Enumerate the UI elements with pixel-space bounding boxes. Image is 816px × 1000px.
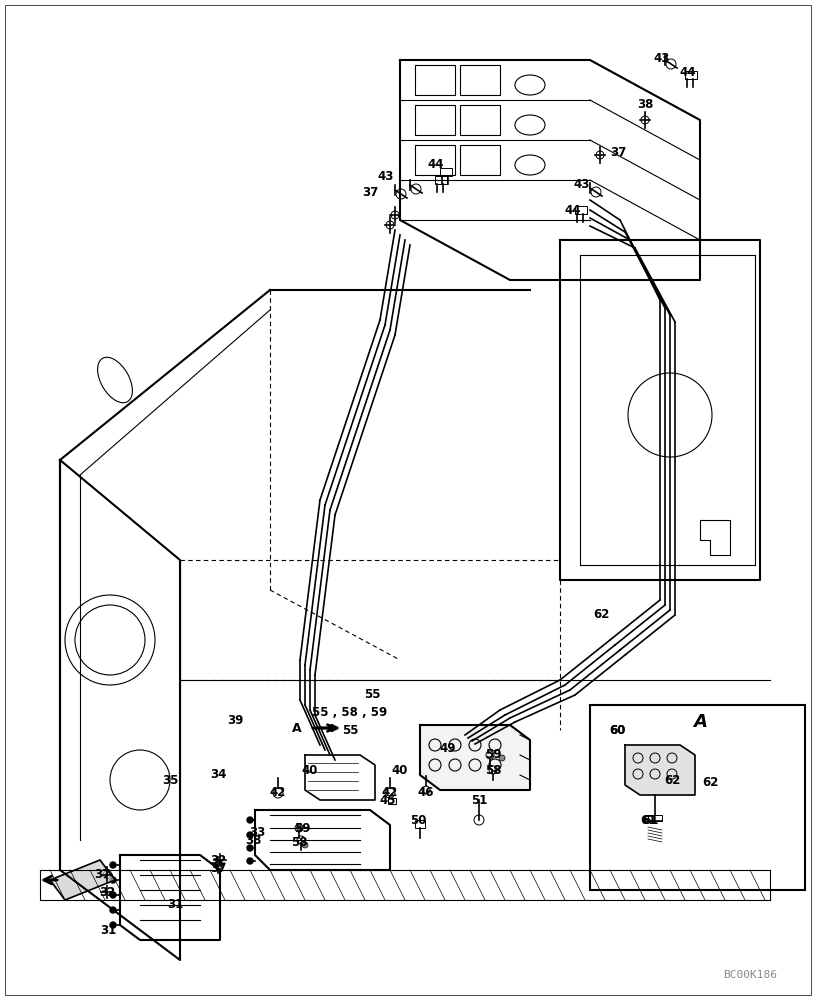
Text: 62: 62 (592, 608, 610, 621)
Text: 59: 59 (485, 748, 501, 762)
Text: 49: 49 (440, 742, 456, 754)
Text: BC00K186: BC00K186 (723, 970, 777, 980)
Text: 59: 59 (294, 822, 310, 834)
Text: 44: 44 (428, 158, 444, 172)
Polygon shape (625, 745, 695, 795)
Circle shape (247, 832, 253, 838)
Bar (460, 65, 500, 95)
Text: 40: 40 (302, 764, 318, 776)
Circle shape (247, 817, 253, 823)
Bar (415, 145, 455, 175)
Text: 55: 55 (364, 688, 380, 702)
Bar (575, 206, 587, 214)
Text: 43: 43 (654, 51, 670, 64)
Circle shape (110, 892, 116, 898)
Bar (460, 145, 500, 175)
Text: 32: 32 (99, 886, 115, 898)
Text: 55: 55 (342, 724, 358, 736)
Bar (415, 820, 425, 828)
Text: 50: 50 (410, 814, 426, 826)
Text: 62: 62 (702, 776, 718, 788)
Circle shape (110, 862, 116, 868)
Text: 38: 38 (245, 834, 261, 846)
Text: 33: 33 (249, 826, 265, 838)
Bar (415, 105, 455, 135)
Text: 55 , 58 , 59: 55 , 58 , 59 (313, 706, 388, 718)
Text: 31: 31 (167, 898, 183, 912)
Text: 62: 62 (663, 774, 681, 786)
Text: 60: 60 (609, 724, 625, 736)
Text: 44: 44 (565, 204, 581, 217)
Text: 61: 61 (640, 814, 656, 826)
Circle shape (110, 877, 116, 883)
Circle shape (499, 755, 505, 761)
Bar (685, 71, 697, 79)
Circle shape (247, 858, 253, 864)
Text: 35: 35 (162, 774, 178, 786)
Text: 43: 43 (574, 178, 590, 192)
Bar (590, 705, 805, 890)
Text: 42: 42 (382, 786, 398, 800)
Bar (648, 815, 662, 821)
Circle shape (110, 907, 116, 913)
Polygon shape (50, 860, 115, 900)
Circle shape (297, 825, 303, 831)
Polygon shape (420, 725, 530, 790)
Bar (460, 105, 500, 135)
Text: 43: 43 (378, 169, 394, 182)
Text: 39: 39 (227, 714, 243, 726)
Text: 45: 45 (379, 794, 397, 806)
Bar (440, 168, 452, 176)
Text: A: A (292, 722, 302, 734)
Circle shape (302, 842, 308, 848)
Text: 61: 61 (642, 814, 659, 826)
Text: 31: 31 (100, 924, 116, 936)
Text: 60: 60 (609, 724, 625, 736)
Text: 38: 38 (636, 99, 653, 111)
Text: 37: 37 (94, 868, 110, 882)
Text: 51: 51 (471, 794, 487, 806)
Text: 58: 58 (485, 764, 501, 776)
Text: 37: 37 (210, 861, 226, 874)
Bar (435, 176, 447, 184)
Text: A: A (693, 713, 707, 731)
Text: 37: 37 (610, 145, 626, 158)
Bar (415, 65, 455, 95)
Bar (388, 798, 396, 804)
Circle shape (110, 922, 116, 928)
Text: 46: 46 (418, 786, 434, 800)
Text: 44: 44 (680, 66, 696, 80)
Circle shape (247, 845, 253, 851)
Text: 40: 40 (392, 764, 408, 776)
Text: 58: 58 (290, 836, 308, 850)
Text: 42: 42 (270, 786, 286, 800)
Text: 37: 37 (361, 186, 378, 200)
Text: 34: 34 (210, 768, 226, 782)
Text: 32: 32 (210, 854, 226, 866)
